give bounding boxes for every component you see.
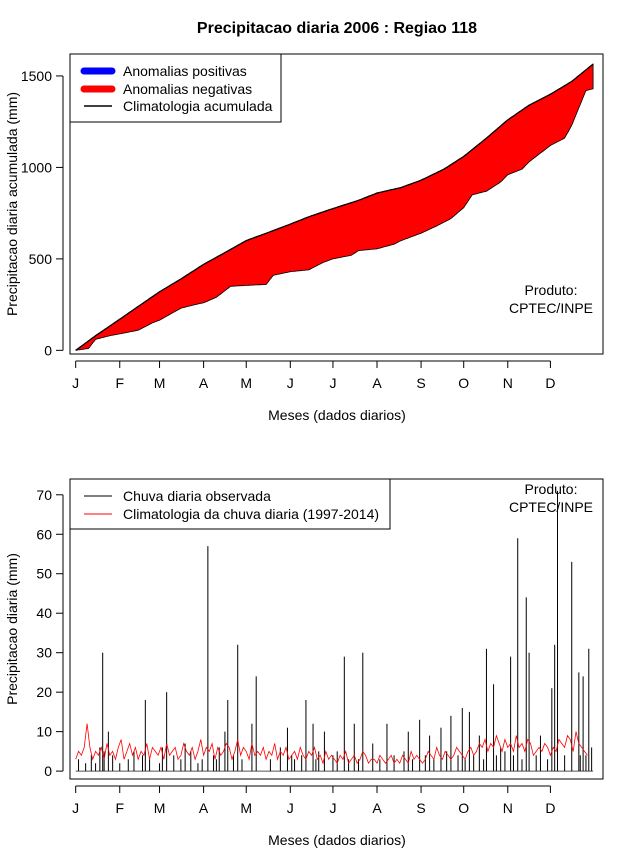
bottom-x-tick-label: D xyxy=(545,800,555,816)
bottom-x-tick-label: J xyxy=(287,800,294,816)
bottom-x-tick-label: J xyxy=(329,800,336,816)
top-legend: Anomalias positivas Anomalias negativas … xyxy=(69,53,282,123)
bottom-x-tick-label: O xyxy=(458,800,469,816)
bottom-legend: Chuva diaria observada Climatologia da c… xyxy=(69,478,391,530)
bottom-y-tick-label: 70 xyxy=(36,487,52,503)
bottom-x-tick-label: M xyxy=(240,800,252,816)
legend-label-observed: Chuva diaria observada xyxy=(123,488,271,504)
top-x-tick-label: A xyxy=(199,375,209,391)
top-x-axis-label: Meses (dados diarios) xyxy=(268,407,406,423)
bottom-y-tick-label: 20 xyxy=(36,684,52,700)
daily-climatology-line xyxy=(75,723,588,765)
top-x-tick-label: D xyxy=(545,375,555,391)
bottom-produto-source: CPTEC/INPE xyxy=(509,499,593,515)
bottom-x-tick-label: M xyxy=(154,800,166,816)
bottom-y-tick-label: 10 xyxy=(36,724,52,740)
top-x-tick-label: S xyxy=(416,375,425,391)
top-x-tick-label: A xyxy=(372,375,382,391)
top-y-axis-label: Precipitacao diaria acumulada (mm) xyxy=(4,92,20,316)
bottom-x-tick-label: S xyxy=(416,800,425,816)
bottom-x-tick-label: A xyxy=(372,800,382,816)
top-x-tick-label: M xyxy=(240,375,252,391)
top-x-tick-label: J xyxy=(72,375,79,391)
bottom-y-tick-label: 50 xyxy=(36,566,52,582)
legend-label-climatology: Climatologia acumulada xyxy=(123,98,273,114)
top-y-tick-label: 500 xyxy=(29,251,53,267)
top-produto-source: CPTEC/INPE xyxy=(509,300,593,316)
top-x-tick-label: O xyxy=(458,375,469,391)
bottom-legend-box xyxy=(69,478,391,530)
bottom-y-axis-label: Precipitacao diaria (mm) xyxy=(4,553,20,705)
top-y-tick-label: 1500 xyxy=(21,68,52,84)
bottom-x-tick-label: A xyxy=(199,800,209,816)
bottom-y-tick-label: 30 xyxy=(36,645,52,661)
climatology-cumulative-line xyxy=(75,63,594,351)
top-x-tick-label: F xyxy=(115,375,124,391)
top-plot-frame xyxy=(69,53,604,355)
top-x-tick-label: J xyxy=(287,375,294,391)
legend-label-negative: Anomalias negativas xyxy=(123,81,252,97)
bottom-x-tick-label: F xyxy=(115,800,124,816)
cumulative-precipitation-chart: 0 500 1000 1500 J F M A M J J A S O N D Precipitacao d… xyxy=(4,53,604,423)
legend-label-positive: Anomalias positivas xyxy=(123,63,247,79)
daily-precipitation-chart: 0 10 20 30 40 50 60 70 J F M A M J J A S O N D Precipitaca… xyxy=(4,478,604,848)
bottom-y-tick-label: 40 xyxy=(36,605,52,621)
bottom-y-tick-label: 60 xyxy=(36,526,52,542)
top-y-tick-label: 1000 xyxy=(21,159,52,175)
legend-label-daily-climatology: Climatologia da chuva diaria (1997-2014) xyxy=(123,506,379,522)
top-x-tick-label: M xyxy=(154,375,166,391)
top-y-tick-label: 0 xyxy=(44,342,52,358)
bottom-x-tick-label: N xyxy=(503,800,513,816)
figure-title: Precipitacao diaria 2006 : Regiao 118 xyxy=(197,20,477,37)
bottom-produto-label: Produto: xyxy=(525,481,578,497)
top-produto-label: Produto: xyxy=(525,282,578,298)
top-x-tick-label: J xyxy=(329,375,336,391)
top-x-tick-label: N xyxy=(503,375,513,391)
bottom-y-tick-label: 0 xyxy=(44,763,52,779)
bottom-x-axis-label: Meses (dados diarios) xyxy=(268,832,406,848)
bottom-x-tick-label: J xyxy=(72,800,79,816)
